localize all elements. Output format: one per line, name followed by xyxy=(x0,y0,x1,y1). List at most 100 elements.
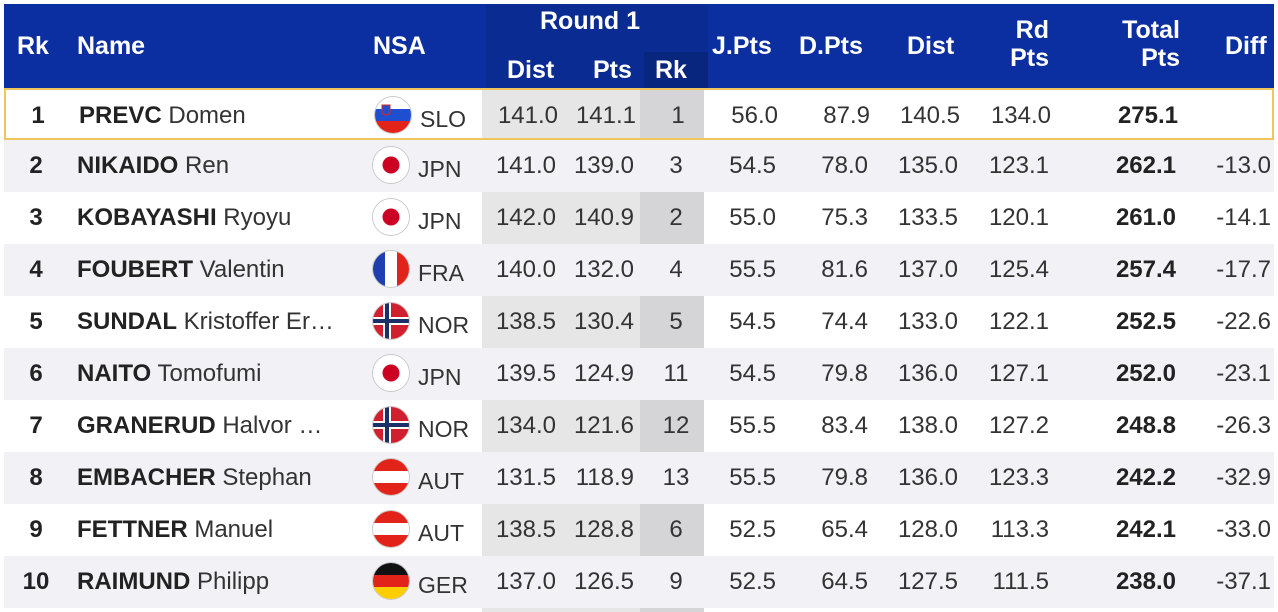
athlete-name-cell: PREVC Domen xyxy=(79,90,373,142)
rdpts-cell: 122.1 xyxy=(988,308,1049,335)
jpts-cell: 54.5 xyxy=(729,308,776,335)
athlete-name-cell: KOBAYASHI Ryoyu xyxy=(77,192,371,244)
japan-flag-icon xyxy=(373,199,409,235)
nsa-cell: AUT xyxy=(418,520,464,546)
athlete-first-name: Ren xyxy=(185,152,230,179)
athlete-name-cell: FETTNER Manuel xyxy=(77,504,371,556)
header-total[interactable]: Total Pts xyxy=(1086,16,1180,72)
header-rk[interactable]: Rk xyxy=(17,32,49,60)
jpts-cell: 52.5 xyxy=(729,568,776,595)
jpts-cell: 56.0 xyxy=(731,102,778,129)
diff-cell: -26.3 xyxy=(1216,412,1271,439)
athlete-last-name: RAIMUND xyxy=(77,568,191,595)
dist-cell: 136.0 xyxy=(897,360,958,387)
round1-rk-cell: 9 xyxy=(669,568,683,595)
jpts-cell: 55.0 xyxy=(729,204,776,231)
dist-cell: 127.5 xyxy=(897,568,958,595)
slovenia-flag-icon xyxy=(375,97,411,133)
diff-cell: -13.0 xyxy=(1216,152,1271,179)
table-row[interactable]: 9 FETTNER Manuel AUT 6 138.5 128.8 52.5 65.4 128… xyxy=(4,504,1274,556)
table-row[interactable]: 7 GRANERUD Halvor … NOR 12 134.0 121.6 55.5 83.… xyxy=(4,400,1274,452)
rank-cell: 10 xyxy=(22,568,50,595)
nsa-cell: NOR xyxy=(418,312,470,338)
dpts-cell: 87.9 xyxy=(823,102,870,129)
total-cell: 275.1 xyxy=(1117,102,1178,129)
total-cell: 252.0 xyxy=(1115,360,1176,387)
header-dist[interactable]: Dist xyxy=(907,32,955,60)
table-row[interactable]: 10 RAIMUND Philipp GER 9 137.0 126.5 52.5 64.5 1… xyxy=(4,556,1274,608)
athlete-first-name: Valentin xyxy=(199,256,285,283)
athlete-last-name: SUNDAL xyxy=(77,308,177,335)
total-cell: 252.5 xyxy=(1115,308,1176,335)
header-round1-dist[interactable]: Dist xyxy=(507,56,555,84)
header-total-line1: Total xyxy=(1122,16,1180,44)
dpts-cell: 78.0 xyxy=(821,152,868,179)
jpts-cell: 54.5 xyxy=(729,360,776,387)
rdpts-cell: 127.2 xyxy=(988,412,1049,439)
round1-rk-cell: 11 xyxy=(663,360,689,387)
athlete-last-name: FOUBERT xyxy=(77,256,193,283)
rank-cell: 9 xyxy=(29,516,43,543)
header-diff[interactable]: Diff xyxy=(1225,32,1267,60)
norway-flag-icon xyxy=(373,407,409,443)
nsa-cell: FRA xyxy=(418,260,464,286)
header-rdpts[interactable]: Rd Pts xyxy=(989,16,1049,72)
rank-cell: 8 xyxy=(29,464,43,491)
rdpts-cell: 111.5 xyxy=(992,568,1050,595)
dist-cell: 133.0 xyxy=(897,308,958,335)
athlete-name-cell: GRANERUD Halvor … xyxy=(77,400,371,452)
table-row[interactable]: 1 PREVC Domen SLO 1 141.0 141.1 56.0 87.9 140.5 1… xyxy=(4,88,1274,140)
athlete-first-name: Manuel xyxy=(194,516,274,543)
header-rdpts-line1: Rd xyxy=(1015,16,1049,44)
table-row[interactable]: 3 KOBAYASHI Ryoyu JPN 2 142.0 140.9 55.0 75.3 13… xyxy=(4,192,1274,244)
table-row[interactable]: 2 NIKAIDO Ren JPN 3 141.0 139.0 54.5 78.0 135.0 1… xyxy=(4,140,1274,192)
diff-cell: -14.1 xyxy=(1216,204,1271,231)
rdpts-cell: 125.4 xyxy=(988,256,1049,283)
athlete-last-name: GRANERUD xyxy=(77,412,216,439)
round1-dist-cell: 139.5 xyxy=(495,360,556,387)
diff-cell: -33.0 xyxy=(1216,516,1271,543)
table-row[interactable]: 5 SUNDAL Kristoffer Er… NOR 5 138.5 130.4 54.5… xyxy=(4,296,1274,348)
dist-cell: 138.0 xyxy=(897,412,958,439)
total-cell: 262.1 xyxy=(1115,152,1176,179)
table-row[interactable]: 8 EMBACHER Stephan AUT 13 131.5 118.9 55.5 79.8… xyxy=(4,452,1274,504)
rdpts-cell: 113.3 xyxy=(990,516,1049,543)
round1-pts-cell: 121.6 xyxy=(573,412,634,439)
header-round1-pts[interactable]: Pts xyxy=(593,56,632,84)
table-row[interactable]: 6 NAITO Tomofumi JPN 11 139.5 124.9 54.5 79.8 13… xyxy=(4,348,1274,400)
athlete-name-cell: RAIMUND Philipp xyxy=(77,556,371,608)
round1-dist-cell: 142.0 xyxy=(495,204,556,231)
nsa-cell: NOR xyxy=(418,416,470,442)
round1-dist-cell: 141.0 xyxy=(495,152,556,179)
rdpts-cell: 123.1 xyxy=(988,152,1049,179)
round1-dist-cell: 141.0 xyxy=(497,102,558,129)
nsa-cell: JPN xyxy=(418,156,462,182)
header-name[interactable]: Name xyxy=(77,32,146,60)
nsa-cell: GER xyxy=(418,572,468,598)
rank-cell: 5 xyxy=(29,308,43,335)
rank-cell: 4 xyxy=(29,256,43,283)
round1-pts-cell: 132.0 xyxy=(573,256,634,283)
header-round1-rk[interactable]: Rk xyxy=(655,56,687,84)
round1-pts-cell: 118.9 xyxy=(575,464,634,491)
total-cell: 242.2 xyxy=(1115,464,1176,491)
dist-cell: 135.0 xyxy=(897,152,958,179)
japan-flag-icon xyxy=(373,147,409,183)
total-cell: 242.1 xyxy=(1115,516,1176,543)
header-total-line2: Pts xyxy=(1141,44,1180,72)
header-nsa[interactable]: NSA xyxy=(373,32,426,60)
round1-rk-cell: 12 xyxy=(662,412,690,439)
athlete-first-name: Stephan xyxy=(222,464,312,491)
nsa-cell: JPN xyxy=(418,208,462,234)
header-jpts[interactable]: J.Pts xyxy=(712,32,772,60)
table-row[interactable]: 4 FOUBERT Valentin FRA 4 140.0 132.0 55.5 81.6 1… xyxy=(4,244,1274,296)
dist-cell: 140.5 xyxy=(899,102,960,129)
round1-rank-header-cell xyxy=(644,52,708,88)
round1-dist-cell: 140.0 xyxy=(495,256,556,283)
jpts-cell: 55.5 xyxy=(729,256,776,283)
round1-dist-cell: 138.5 xyxy=(495,516,556,543)
header-rdpts-line2: Pts xyxy=(1010,44,1049,72)
round1-rk-cell: 3 xyxy=(669,152,683,179)
header-dpts[interactable]: D.Pts xyxy=(799,32,863,60)
jpts-cell: 55.5 xyxy=(729,464,776,491)
